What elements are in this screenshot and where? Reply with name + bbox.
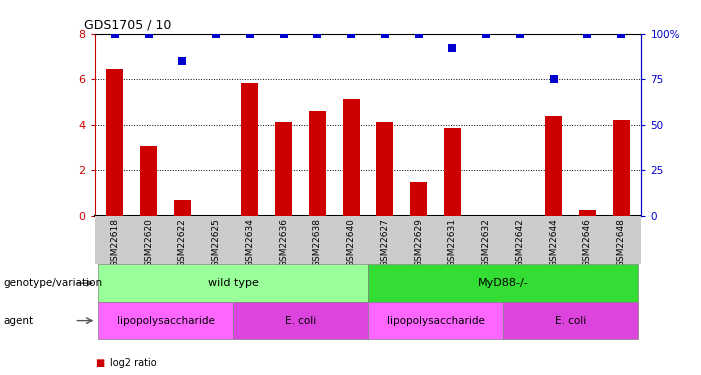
Text: GSM22631: GSM22631	[448, 218, 457, 267]
Bar	[368, 302, 503, 339]
Point	[109, 31, 121, 37]
Text: MyD88-/-: MyD88-/-	[477, 278, 529, 288]
Bar	[545, 116, 562, 216]
Point	[447, 45, 458, 51]
Point	[346, 31, 357, 37]
Bar	[368, 264, 638, 302]
Point	[379, 31, 390, 37]
Point	[515, 31, 526, 37]
Text: GSM22638: GSM22638	[313, 218, 322, 267]
Text: GSM22640: GSM22640	[347, 218, 355, 267]
Bar	[410, 182, 427, 216]
Text: GSM22627: GSM22627	[381, 218, 389, 267]
Bar	[376, 122, 393, 216]
Bar	[503, 302, 638, 339]
Point	[548, 76, 559, 82]
Bar	[140, 146, 157, 216]
Text: lipopolysaccharide: lipopolysaccharide	[386, 316, 484, 326]
Text: GDS1705 / 10: GDS1705 / 10	[83, 18, 171, 31]
Point	[177, 58, 188, 64]
Text: E. coli: E. coli	[285, 316, 316, 326]
Bar	[579, 210, 596, 216]
Point	[615, 31, 627, 37]
Point	[312, 31, 323, 37]
Point	[210, 31, 222, 37]
Text: GSM22642: GSM22642	[515, 218, 524, 267]
Bar	[241, 82, 259, 216]
Text: log2 ratio: log2 ratio	[110, 358, 157, 368]
Text: GSM22622: GSM22622	[178, 218, 187, 267]
Text: GSM22632: GSM22632	[482, 218, 491, 267]
Text: GSM22636: GSM22636	[279, 218, 288, 267]
Bar	[613, 120, 629, 216]
Text: agent: agent	[4, 316, 34, 326]
Bar	[98, 302, 233, 339]
Bar	[174, 200, 191, 216]
Text: E. coli: E. coli	[555, 316, 586, 326]
Text: GSM22620: GSM22620	[144, 218, 153, 267]
Text: GSM22629: GSM22629	[414, 218, 423, 267]
Bar	[233, 302, 368, 339]
Text: ■: ■	[95, 358, 104, 368]
Text: GSM22644: GSM22644	[549, 218, 558, 267]
Bar	[107, 69, 123, 216]
Bar	[444, 128, 461, 216]
Text: GSM22618: GSM22618	[110, 218, 119, 267]
Text: wild type: wild type	[207, 278, 259, 288]
Bar	[98, 264, 368, 302]
Point	[413, 31, 424, 37]
Point	[244, 31, 255, 37]
Bar	[275, 122, 292, 216]
Point	[143, 31, 154, 37]
Text: GSM22634: GSM22634	[245, 218, 254, 267]
Bar	[309, 111, 326, 216]
Text: GSM22648: GSM22648	[617, 218, 626, 267]
Point	[278, 31, 290, 37]
Bar	[343, 99, 360, 216]
Point	[582, 31, 593, 37]
Text: genotype/variation: genotype/variation	[4, 278, 102, 288]
Point	[481, 31, 492, 37]
Text: lipopolysaccharide: lipopolysaccharide	[116, 316, 215, 326]
Text: GSM22625: GSM22625	[212, 218, 221, 267]
Text: GSM22646: GSM22646	[583, 218, 592, 267]
